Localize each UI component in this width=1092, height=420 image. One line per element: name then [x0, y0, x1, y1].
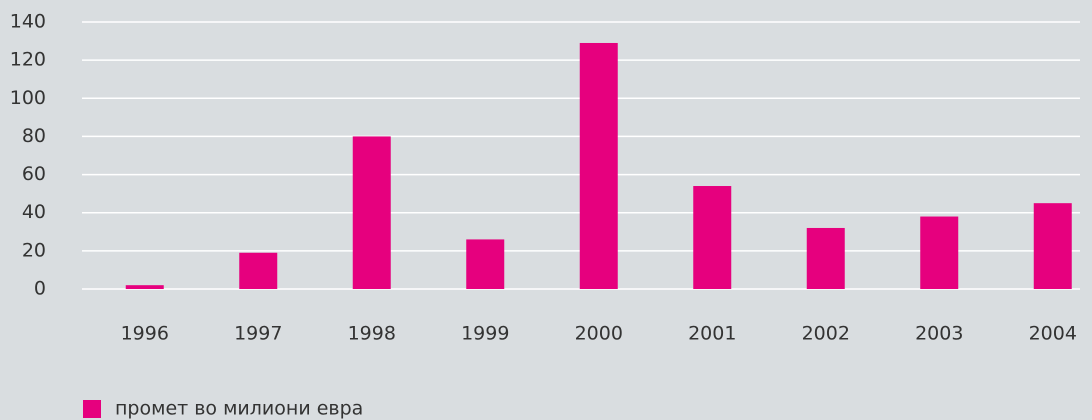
bar — [125, 285, 164, 289]
x-tick-label: 2003 — [915, 323, 963, 345]
bar — [352, 136, 391, 289]
x-tick-label: 1997 — [234, 323, 282, 345]
bar — [920, 216, 959, 289]
bar — [1033, 203, 1072, 289]
y-tick-label: 20 — [22, 239, 46, 261]
x-tick-label: 2002 — [802, 323, 850, 345]
bar — [806, 227, 845, 289]
bar — [239, 252, 278, 289]
y-tick-label: 80 — [22, 125, 46, 147]
x-tick-label: 2001 — [688, 323, 736, 345]
x-tick-label: 1998 — [348, 323, 396, 345]
y-tick-label: 60 — [22, 163, 46, 185]
y-tick-label: 120 — [10, 49, 46, 71]
legend-swatch — [83, 400, 101, 418]
bar — [466, 239, 505, 289]
x-tick-label: 1996 — [121, 323, 169, 345]
bar — [693, 186, 732, 289]
y-tick-label: 100 — [10, 87, 46, 109]
y-tick-label: 40 — [22, 201, 46, 223]
x-tick-label: 1999 — [461, 323, 509, 345]
y-tick-label: 0 — [34, 278, 46, 300]
legend-label: промет во милиони евра — [115, 398, 363, 420]
x-tick-label: 2000 — [575, 323, 623, 345]
bar — [579, 42, 618, 289]
y-tick-label: 140 — [10, 11, 46, 33]
x-tick-label: 2004 — [1029, 323, 1077, 345]
